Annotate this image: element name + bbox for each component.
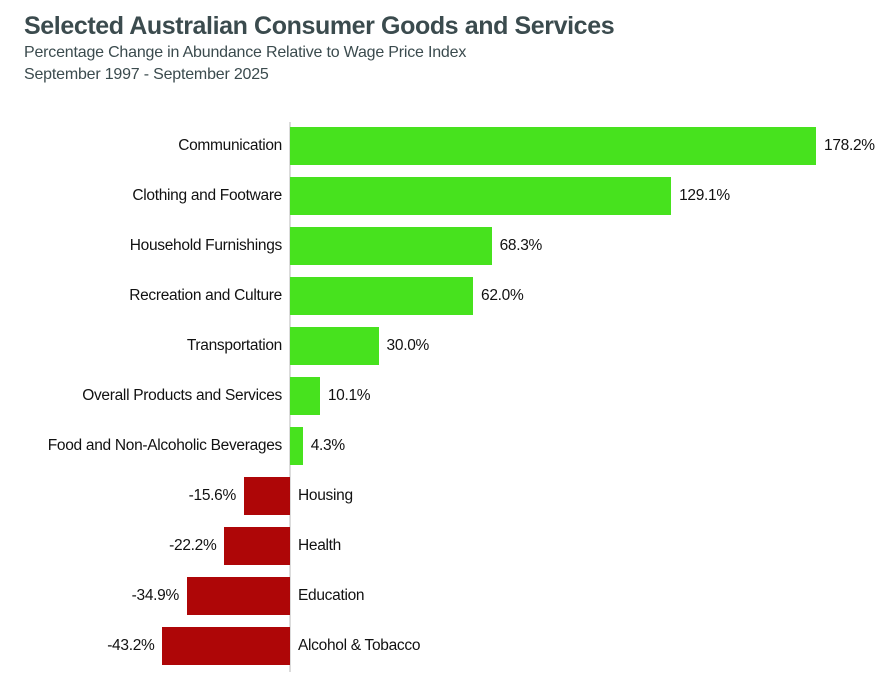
- chart-row-household-furnishings: Household Furnishings 68.3%: [0, 221, 886, 271]
- chart-row-recreation-and-culture: Recreation and Culture 62.0%: [0, 271, 886, 321]
- category-label-communication: Communication: [178, 137, 282, 154]
- chart-row-health: Health -22.2%: [0, 521, 886, 571]
- bar-housing: [243, 477, 290, 515]
- chart-row-communication: Communication 178.2%: [0, 121, 886, 171]
- bar-education: [186, 577, 290, 615]
- chart-row-housing: Housing -15.6%: [0, 471, 886, 521]
- chart-row-clothing-and-footware: Clothing and Footware 129.1%: [0, 171, 886, 221]
- chart-row-overall-products-and-services: Overall Products and Services 10.1%: [0, 371, 886, 421]
- bar-alcohol-tobacco: [162, 627, 290, 665]
- bar-plot: Communication 178.2% Clothing and Footware…: [0, 121, 886, 676]
- category-label-food-and-non-alcoholic-beverages: Food and Non-Alcoholic Beverages: [47, 437, 283, 454]
- bar-health: [224, 527, 290, 565]
- bar-overall-products-and-services: [290, 377, 320, 415]
- bar-communication: [290, 127, 816, 165]
- category-label-recreation-and-culture: Recreation and Culture: [129, 287, 282, 304]
- category-label-clothing-and-footware: Clothing and Footware: [132, 187, 282, 204]
- bar-clothing-and-footware: [290, 177, 672, 215]
- category-label-alcohol-tobacco: Alcohol & Tobacco: [298, 637, 421, 654]
- chart-row-education: Education -34.9%: [0, 571, 886, 621]
- value-label-food-and-non-alcoholic-beverages: 4.3%: [310, 437, 345, 454]
- value-label-alcohol-tobacco: -43.2%: [107, 637, 155, 654]
- chart-period: September 1997 - September 2025: [24, 66, 269, 83]
- value-label-overall-products-and-services: 10.1%: [327, 387, 371, 404]
- value-label-transportation: 30.0%: [386, 337, 430, 354]
- bar-transportation: [290, 327, 379, 365]
- bar-household-furnishings: [290, 227, 492, 265]
- value-label-education: -34.9%: [131, 587, 180, 604]
- value-label-recreation-and-culture: 62.0%: [481, 287, 524, 304]
- category-label-transportation: Transportation: [186, 337, 282, 354]
- chart-subtitle: Percentage Change in Abundance Relative …: [24, 44, 467, 61]
- bar-recreation-and-culture: [290, 277, 473, 315]
- category-label-overall-products-and-services: Overall Products and Services: [82, 387, 282, 404]
- chart-title: Selected Australian Consumer Goods and S…: [24, 12, 615, 40]
- chart-header: Selected Australian Consumer Goods and S…: [24, 10, 876, 86]
- value-label-clothing-and-footware: 129.1%: [679, 187, 730, 204]
- category-label-housing: Housing: [298, 487, 353, 504]
- category-label-education: Education: [298, 587, 365, 604]
- value-label-household-furnishings: 68.3%: [499, 237, 543, 254]
- value-label-communication: 178.2%: [824, 137, 875, 154]
- value-label-housing: -15.6%: [188, 487, 237, 504]
- chart-row-food-and-non-alcoholic-beverages: Food and Non-Alcoholic Beverages 4.3%: [0, 421, 886, 471]
- chart-row-alcohol-tobacco: Alcohol & Tobacco -43.2%: [0, 621, 886, 671]
- bar-food-and-non-alcoholic-beverages: [290, 427, 303, 465]
- category-label-health: Health: [298, 537, 342, 554]
- category-label-household-furnishings: Household Furnishings: [129, 237, 283, 254]
- chart-row-transportation: Transportation 30.0%: [0, 321, 886, 371]
- value-label-health: -22.2%: [169, 537, 217, 554]
